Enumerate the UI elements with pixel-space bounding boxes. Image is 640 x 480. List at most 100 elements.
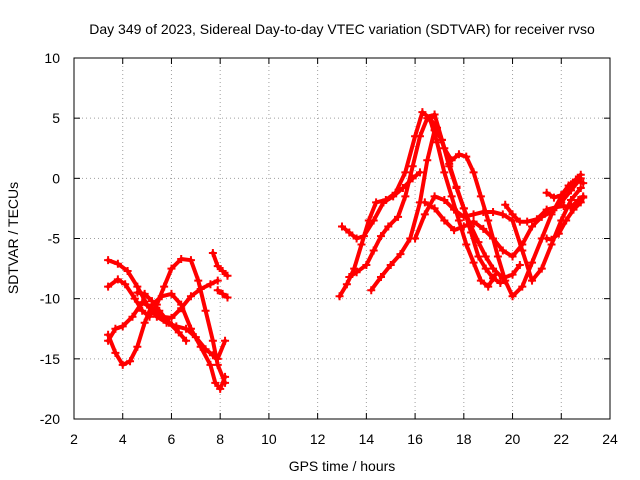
data-point [152, 312, 161, 321]
data-point [130, 294, 139, 303]
data-point [518, 282, 527, 291]
data-point [481, 252, 490, 261]
data-point [515, 260, 524, 269]
data-point [440, 216, 449, 225]
data-point [433, 138, 442, 147]
data-point [440, 144, 449, 153]
data-point [369, 216, 378, 225]
data-point [440, 168, 449, 177]
data-point [342, 280, 351, 289]
data-point [445, 162, 454, 171]
data-point [104, 282, 113, 291]
data-point [576, 198, 585, 207]
data-point [201, 345, 210, 354]
y-tick-label: 10 [44, 50, 60, 66]
data-point [335, 292, 344, 301]
data-point [213, 286, 222, 295]
data-point [496, 279, 505, 288]
data-point [462, 152, 471, 161]
data-point [462, 240, 471, 249]
data-point [401, 168, 410, 177]
y-tick-label: -5 [48, 231, 61, 247]
series-sat-d [104, 254, 230, 387]
series-line [106, 258, 228, 361]
data-point [474, 238, 483, 247]
x-tick-label: 18 [456, 431, 472, 447]
data-point [484, 216, 493, 225]
data-point [384, 222, 393, 231]
data-point [557, 191, 566, 200]
data-point [508, 252, 517, 261]
data-point [359, 232, 368, 241]
data-point [549, 193, 558, 202]
data-point [376, 232, 385, 241]
data-point [165, 318, 174, 327]
data-point [113, 275, 122, 284]
data-point [213, 360, 222, 369]
data-point [174, 328, 183, 337]
data-point [104, 256, 113, 265]
data-point [423, 156, 432, 165]
data-point [133, 342, 142, 351]
x-tick-label: 22 [553, 431, 569, 447]
data-point [576, 183, 585, 192]
data-point [401, 192, 410, 201]
data-point [481, 264, 490, 273]
data-point [425, 114, 434, 123]
data-point [128, 312, 137, 321]
data-point [528, 276, 537, 285]
data-point [459, 222, 468, 231]
data-point [501, 276, 510, 285]
data-point [208, 336, 217, 345]
series-line [340, 170, 422, 241]
data-point [469, 217, 478, 226]
data-point [537, 264, 546, 273]
data-point [508, 270, 517, 279]
x-tick-label: 24 [602, 431, 618, 447]
data-point [186, 292, 195, 301]
data-point [469, 168, 478, 177]
y-tick-label: 0 [52, 170, 60, 186]
data-point [208, 248, 217, 257]
data-point [389, 192, 398, 201]
data-point [542, 205, 551, 214]
data-point [104, 336, 113, 345]
data-point [126, 357, 135, 366]
data-point [418, 108, 427, 117]
data-point [155, 306, 164, 315]
y-axis-label: SDTVAR / TECUs [5, 182, 21, 294]
data-point [411, 234, 420, 243]
data-point [489, 264, 498, 273]
data-point [415, 132, 424, 141]
y-tick-label: -20 [40, 411, 60, 427]
data-point [508, 210, 517, 219]
x-tick-label: 16 [407, 431, 423, 447]
data-point [452, 183, 461, 192]
data-point [484, 282, 493, 291]
data-point [167, 264, 176, 273]
data-point [542, 234, 551, 243]
data-point [433, 123, 442, 132]
data-point [206, 280, 215, 289]
data-point [454, 216, 463, 225]
data-point [415, 168, 424, 177]
data-point [123, 266, 132, 275]
series-line [106, 257, 228, 385]
data-point [140, 318, 149, 327]
data-point [576, 170, 585, 179]
data-point [218, 266, 227, 275]
data-point [362, 260, 371, 269]
data-point [379, 198, 388, 207]
data-point [369, 246, 378, 255]
data-point [515, 217, 524, 226]
y-tick-label: 5 [52, 110, 60, 126]
data-point [372, 198, 381, 207]
data-point [528, 222, 537, 231]
data-point [459, 204, 468, 213]
data-point [338, 222, 346, 231]
data-point [223, 271, 232, 280]
data-point [111, 324, 120, 333]
data-point [547, 210, 556, 219]
